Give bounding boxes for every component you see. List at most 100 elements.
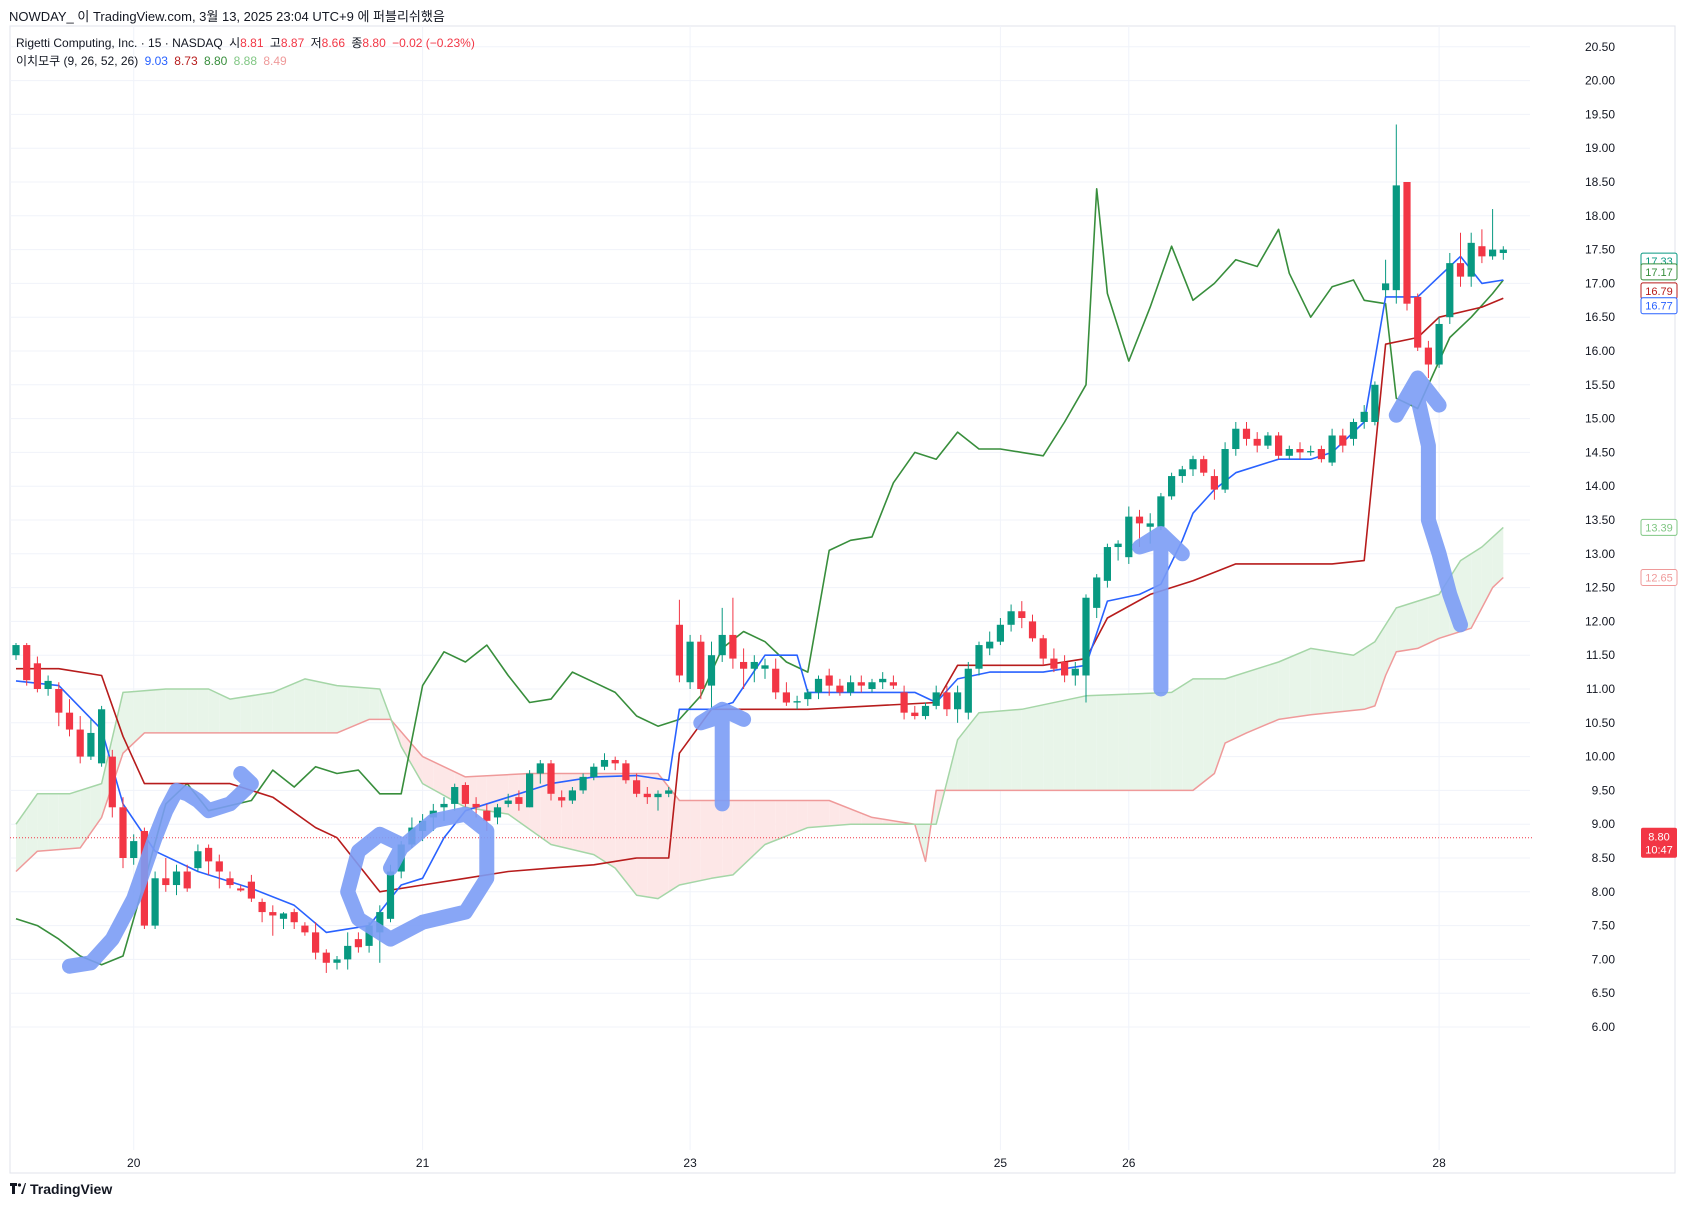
candle-body [162, 878, 170, 886]
candle-body [986, 641, 994, 649]
publish-caption: NOWDAY_ 이 TradingView.com, 3월 13, 2025 2… [9, 9, 445, 24]
cloud-segment [315, 681, 327, 733]
time-tick-label: 23 [683, 1156, 697, 1170]
cloud-segment [1043, 702, 1054, 791]
candle-body [761, 665, 769, 669]
price-tick-label: 13.00 [1585, 547, 1615, 561]
cloud-segment [219, 694, 230, 733]
candle-body [975, 645, 983, 669]
candle-body [889, 682, 897, 686]
tenkan-value: 9.03 [144, 54, 168, 68]
candle-body [1168, 476, 1176, 497]
candle-body [793, 701, 801, 703]
candle-body [312, 932, 320, 953]
candle-body [1071, 668, 1079, 676]
candle-body [1028, 621, 1037, 639]
cloud-segment [1417, 597, 1429, 649]
candle-body [1157, 496, 1165, 527]
cloud-segment [754, 800, 765, 855]
cloud-segment [304, 678, 316, 733]
symbol-title[interactable]: Rigetti Computing, Inc. · 15 · NASDAQ [16, 36, 223, 50]
candle-body [964, 668, 972, 713]
cloud-segment [48, 793, 59, 851]
cloud-segment [144, 689, 156, 733]
candle-body [536, 763, 544, 774]
cloud-segment [561, 773, 573, 850]
price-axis[interactable]: 6.00 6.50 7.00 7.50 8.00 8.50 9.00 9.50 10.00 10.… [1585, 40, 1615, 1034]
candle-body [333, 959, 341, 963]
price-tick-label: 11.00 [1586, 682, 1615, 696]
price-tick-label: 15.50 [1585, 378, 1615, 392]
cloud-segment [1096, 694, 1108, 791]
price-tick-label: 14.50 [1585, 445, 1615, 459]
cloud-segment [1481, 537, 1493, 608]
candle-body [215, 861, 223, 872]
cloud-segment [1278, 657, 1290, 720]
price-label-badge [1640, 297, 1678, 315]
time-axis[interactable]: 20 21 23 25 26 28 [127, 1156, 1446, 1170]
candle-body [707, 655, 716, 686]
cloud-segment [1321, 650, 1333, 714]
candle-body [996, 624, 1004, 642]
cloud-segment [251, 694, 263, 733]
price-tick-label: 10.50 [1585, 716, 1615, 730]
cloud-segment [1364, 641, 1375, 710]
price-label-text: 13.39 [1645, 522, 1673, 534]
cloud-segment [989, 710, 1001, 791]
cloud-segment [1374, 624, 1386, 706]
candle-body [483, 810, 491, 821]
candle-body [269, 912, 277, 916]
annotation-freehand [62, 766, 259, 974]
kijun-sen-line [16, 297, 1504, 893]
candle-body [108, 756, 116, 808]
candle-body [1478, 246, 1486, 257]
candle-body [1242, 428, 1251, 439]
cloud-segment [1310, 648, 1322, 715]
price-tick-label: 8.50 [1592, 851, 1616, 865]
annotation-arrow-up [1132, 526, 1190, 697]
candle-body [558, 797, 566, 801]
cloud-segment [1193, 678, 1204, 791]
price-tick-label: 16.00 [1585, 344, 1615, 358]
candle-body [1328, 435, 1336, 463]
span-b-value: 8.49 [263, 54, 287, 68]
cloud-segment [1118, 694, 1129, 791]
price-tick-label: 17.00 [1585, 276, 1615, 290]
candle-body [1050, 658, 1058, 669]
candle-body [1210, 476, 1218, 490]
close-label: 종 [351, 36, 363, 50]
indicator-name[interactable]: 이치모쿠 (9, 26, 52, 26) [16, 54, 139, 68]
candle-body [857, 682, 865, 686]
candle-body [1114, 543, 1122, 548]
candle-body [772, 668, 780, 693]
cloud-segment [818, 800, 830, 827]
time-tick-label: 21 [416, 1156, 430, 1170]
cloud-segment [272, 687, 284, 733]
candle-body [686, 641, 694, 683]
legend: Rigetti Computing, Inc. · 15 · NASDAQ 시8… [16, 34, 478, 70]
candle-body [921, 705, 930, 717]
cloud-segment [26, 793, 38, 862]
candle-body [461, 784, 469, 804]
candle-body [1146, 523, 1154, 527]
cloud-segment [80, 787, 91, 848]
drawing-annotations[interactable] [62, 370, 1468, 974]
candle-body [1456, 263, 1465, 277]
high-label: 고 [269, 36, 281, 50]
cloud-segment [1128, 693, 1140, 791]
candle-body [900, 692, 908, 713]
candle-body [1403, 182, 1411, 304]
close-value: 8.80 [362, 36, 386, 50]
candle-body [23, 645, 31, 681]
cloud-segment [1235, 672, 1247, 739]
candle-body [654, 793, 662, 798]
cloud-segment [16, 808, 27, 872]
candle-body [194, 851, 202, 869]
candle-body [504, 800, 512, 804]
cloud-segment [176, 689, 188, 733]
time-tick-label: 20 [127, 1156, 141, 1170]
candle-body [65, 712, 74, 730]
cloud-segment [700, 800, 712, 881]
